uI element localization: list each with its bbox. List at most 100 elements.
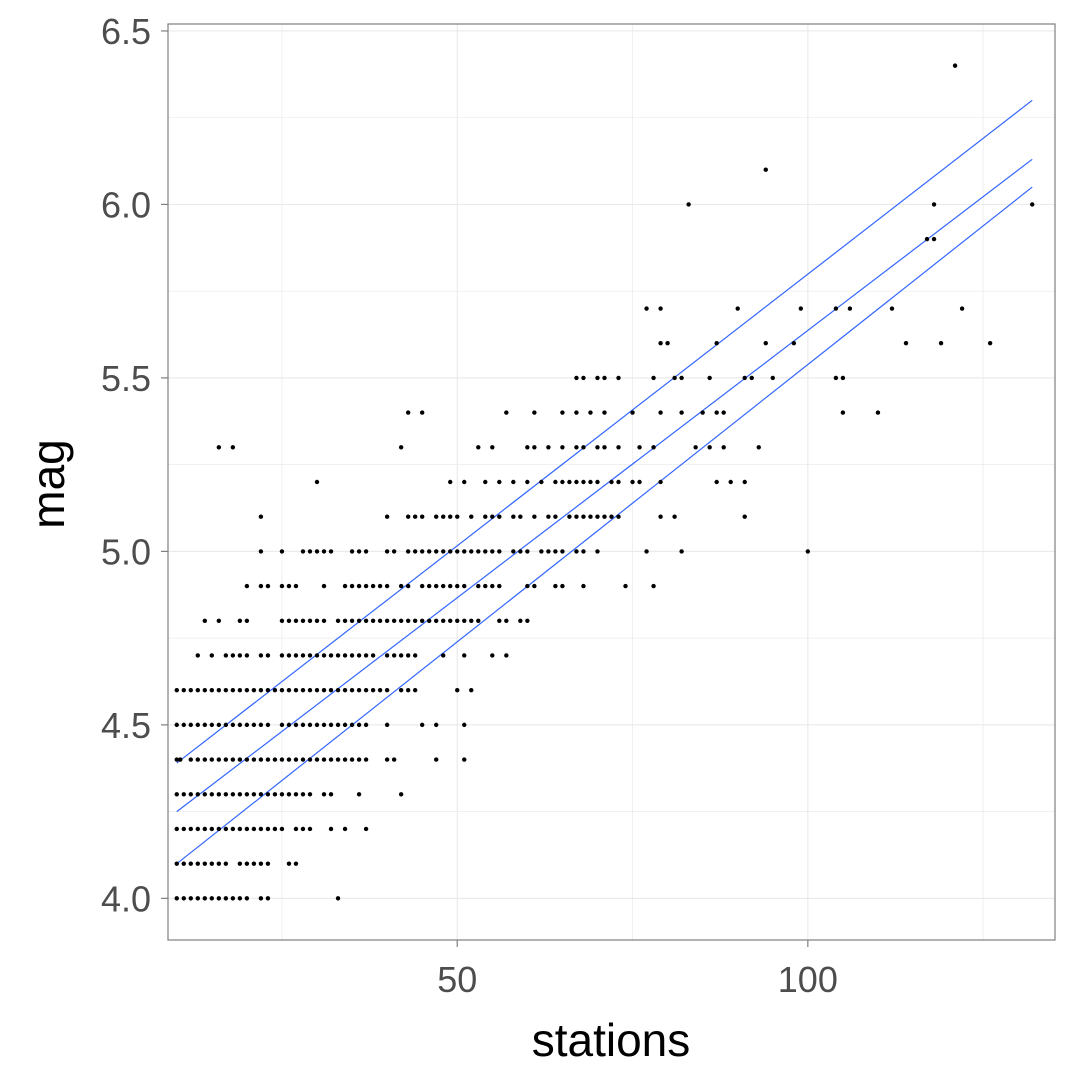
data-point [258, 792, 264, 797]
data-point [279, 826, 285, 832]
data-point [651, 375, 656, 381]
data-point [300, 687, 306, 693]
data-point [391, 653, 397, 658]
data-point [679, 549, 684, 554]
data-point [349, 653, 355, 658]
data-point [356, 792, 362, 797]
data-point [174, 861, 179, 866]
data-point [216, 757, 222, 762]
data-point [363, 826, 369, 832]
data-point [237, 861, 243, 866]
data-point [244, 583, 250, 589]
data-point [342, 653, 348, 658]
data-point [342, 722, 348, 728]
data-point [244, 826, 250, 832]
data-point [490, 514, 495, 519]
data-point [195, 792, 201, 797]
data-point [223, 792, 229, 797]
data-point [216, 445, 222, 450]
data-point [714, 479, 719, 485]
data-point [889, 306, 895, 311]
data-point [342, 583, 348, 589]
data-point [595, 514, 600, 519]
data-point [623, 583, 628, 589]
data-point [251, 687, 257, 693]
data-point [370, 583, 376, 589]
data-point [356, 687, 362, 693]
data-point [321, 792, 327, 797]
data-point [279, 583, 285, 589]
data-point [384, 618, 390, 623]
data-point [672, 514, 677, 519]
data-point [328, 722, 334, 728]
data-point [574, 514, 579, 519]
data-point [412, 549, 418, 554]
data-point [293, 792, 299, 797]
data-point [419, 514, 425, 519]
data-point [265, 583, 271, 589]
data-point [462, 653, 467, 658]
y-axis-title: mag [22, 439, 74, 528]
data-point [174, 687, 179, 693]
data-point [581, 514, 586, 519]
data-point [230, 653, 236, 658]
data-point [469, 618, 474, 623]
data-point [630, 479, 635, 485]
data-point [616, 375, 621, 381]
data-point [195, 687, 201, 693]
data-point [356, 583, 362, 589]
data-point [293, 687, 299, 693]
data-point [462, 549, 467, 554]
data-point [532, 583, 537, 589]
data-point [462, 722, 467, 728]
data-point [251, 861, 257, 866]
data-point [700, 410, 705, 415]
data-point [272, 826, 278, 832]
data-point [265, 722, 271, 728]
data-point [314, 653, 320, 658]
data-point [335, 687, 341, 693]
data-point [476, 583, 481, 589]
data-point [279, 722, 285, 728]
data-point [840, 375, 846, 381]
data-point [497, 479, 502, 485]
data-point [384, 514, 390, 519]
data-point [342, 757, 348, 762]
data-point [230, 722, 236, 728]
data-point [434, 722, 439, 728]
data-point [602, 445, 607, 450]
data-point [651, 583, 656, 589]
data-point [174, 826, 179, 832]
data-point [665, 341, 670, 346]
data-point [931, 202, 937, 207]
data-point [770, 375, 775, 381]
data-point [483, 479, 488, 485]
data-point [265, 687, 271, 693]
data-point [209, 792, 215, 797]
data-point [195, 826, 201, 832]
data-point [230, 792, 236, 797]
data-point [426, 549, 432, 554]
data-point [384, 583, 390, 589]
data-point [265, 653, 271, 658]
x-axis-ticks: 50 100 [437, 940, 838, 1000]
fit-line-2 [176, 158, 1033, 813]
data-point [469, 514, 474, 519]
regression-lines [176, 99, 1033, 865]
data-point [686, 202, 691, 207]
data-point [455, 687, 460, 693]
data-point [455, 618, 460, 623]
y-tick-label: 4.5 [101, 705, 151, 746]
data-point [525, 549, 530, 554]
data-point [258, 861, 264, 866]
data-point [1030, 202, 1035, 207]
data-point [181, 896, 186, 901]
data-point [279, 653, 285, 658]
data-point [609, 514, 614, 519]
data-point [412, 687, 418, 693]
panel-border [167, 23, 1056, 941]
data-point [188, 687, 193, 693]
data-point [616, 514, 621, 519]
data-point [363, 757, 369, 762]
data-point [216, 722, 222, 728]
